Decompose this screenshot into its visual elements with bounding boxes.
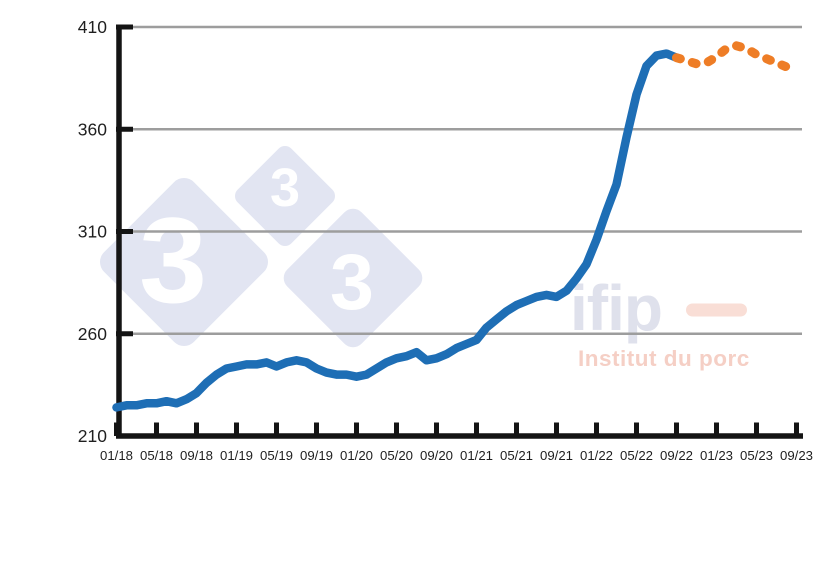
x-axis-tick-label: 01/18: [100, 448, 133, 463]
y-axis-tick: [116, 331, 133, 337]
x-axis-tick: [314, 422, 319, 436]
watermark-diamond: [234, 145, 336, 247]
watermark-three-glyph: 3: [139, 192, 207, 328]
x-axis-tick: [234, 422, 239, 436]
x-axis-tick-label: 09/22: [660, 448, 693, 463]
x-axis-tick-label: 05/20: [380, 448, 413, 463]
x-axis-tick: [194, 422, 199, 436]
x-axis-tick: [394, 422, 399, 436]
x-axis-tick-label: 09/20: [420, 448, 453, 463]
x-axis-tick: [354, 422, 359, 436]
x-axis-tick-label: 09/23: [780, 448, 813, 463]
x-axis-tick-label: 09/21: [540, 448, 573, 463]
watermark-diamond: [283, 208, 423, 348]
x-axis-tick-label: 09/18: [180, 448, 213, 463]
y-axis-tick-label: 260: [78, 324, 107, 344]
y-axis-tick: [116, 229, 133, 234]
x-axis-tick: [114, 422, 119, 436]
pig333-watermark: 3 3 3: [99, 145, 423, 348]
ifip-logo-dash-icon: [686, 303, 747, 317]
x-axis-tick: [794, 422, 799, 436]
y-axis-tick-label: 310: [78, 222, 107, 242]
x-axis-tick: [714, 422, 719, 436]
x-axis-tick: [594, 422, 599, 436]
y-axis-labels: 210 260 310 360 410: [78, 17, 107, 446]
forecast-line: [672, 41, 801, 75]
x-axis-tick-label: 05/21: [500, 448, 533, 463]
y-axis-tick-label: 410: [78, 17, 107, 37]
ifip-logo: ifip Institut du porc: [570, 272, 750, 371]
ifip-logo-text: ifip: [570, 272, 662, 344]
y-axis-tick: [116, 24, 133, 30]
observed-line: [112, 49, 681, 412]
x-axis-tick-label: 01/20: [340, 448, 373, 463]
x-axis-tick: [434, 422, 439, 436]
x-axis-tick-label: 09/19: [300, 448, 333, 463]
x-axis-tick: [514, 422, 519, 436]
y-axis-tick: [116, 126, 133, 132]
x-axis-tick-label: 01/21: [460, 448, 493, 463]
x-axis-tick-label: 05/23: [740, 448, 773, 463]
x-axis-tick: [674, 422, 679, 436]
gridlines: [116, 25, 802, 335]
y-axis-tick-label: 360: [78, 119, 107, 139]
x-axis-tick: [274, 422, 279, 436]
y-axis-tick-label: 210: [78, 426, 107, 446]
x-axis-tick: [474, 422, 479, 436]
x-axis-tick-label: 01/23: [700, 448, 733, 463]
series-lines: [112, 41, 801, 412]
x-axis-tick: [754, 422, 759, 436]
axes: [114, 24, 803, 439]
x-axis-tick-label: 05/18: [140, 448, 173, 463]
watermark-three-glyph: 3: [270, 158, 300, 218]
x-axis-tick: [634, 422, 639, 436]
x-axis-tick-label: 05/22: [620, 448, 653, 463]
watermark-three-glyph: 3: [330, 237, 374, 326]
watermark-diamond: [99, 177, 269, 347]
x-axis-tick-label: 01/22: [580, 448, 613, 463]
x-axis-tick: [554, 422, 559, 436]
x-axis-tick-label: 05/19: [260, 448, 293, 463]
ifip-logo-subtext: Institut du porc: [578, 346, 750, 371]
x-axis-tick: [154, 422, 159, 436]
x-axis-tick-label: 01/19: [220, 448, 253, 463]
x-axis-labels: 01/18 05/18 09/18 01/19 05/19 09/19 01/20 05/20…: [100, 448, 813, 463]
